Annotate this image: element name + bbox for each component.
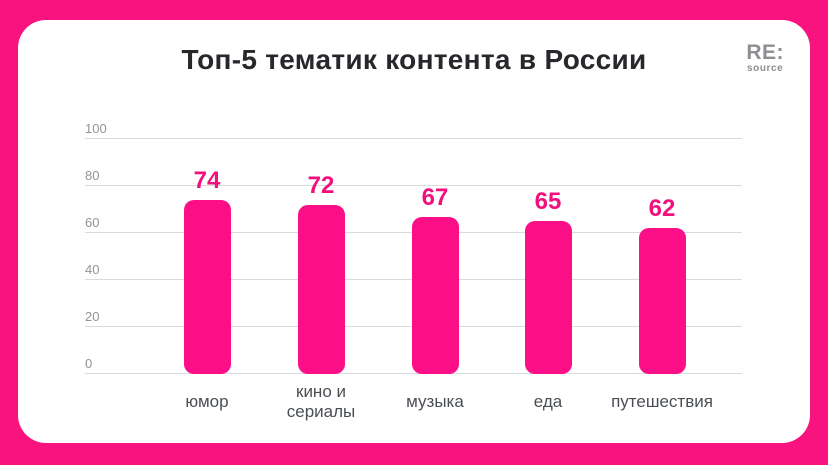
logo-secondary-text: source (746, 63, 784, 74)
bar (297, 204, 345, 374)
gridline (85, 185, 742, 186)
y-tick-label: 60 (85, 215, 100, 230)
bar-value-label: 62 (648, 195, 676, 223)
chart-title: Топ-5 тематик контента в России (181, 44, 647, 75)
y-tick-label: 40 (85, 262, 100, 277)
chart-category-axis: юмор кино и сериалы музыка еда путешествия (85, 378, 742, 426)
y-tick-label: 0 (85, 356, 93, 371)
category-label: еда (533, 391, 563, 411)
bar (183, 200, 231, 374)
logo-primary-text: RE: (746, 41, 784, 64)
gridline (85, 138, 742, 139)
bar-value-label: 67 (421, 183, 449, 211)
y-tick-label: 20 (85, 309, 100, 324)
gridline (85, 373, 742, 374)
bar-chart-plot-area: 0 20 40 60 80 100 74 72 67 65 62 (85, 122, 742, 374)
category-label: кино и сериалы (286, 381, 356, 421)
chart-card: Топ-5 тематик контента в России RE: sour… (18, 20, 810, 443)
category-label: музыка (406, 391, 464, 411)
bar (638, 228, 686, 374)
bar-value-label: 72 (307, 171, 335, 199)
y-tick-label: 100 (85, 121, 107, 136)
y-tick-label: 80 (85, 168, 100, 183)
category-label: юмор (185, 391, 229, 411)
bar (524, 221, 572, 374)
resource-logo: RE: source (746, 42, 784, 74)
bar-value-label: 65 (534, 188, 562, 216)
category-label: путешествия (611, 391, 713, 411)
bar-value-label: 74 (193, 167, 221, 195)
bar (411, 216, 459, 374)
